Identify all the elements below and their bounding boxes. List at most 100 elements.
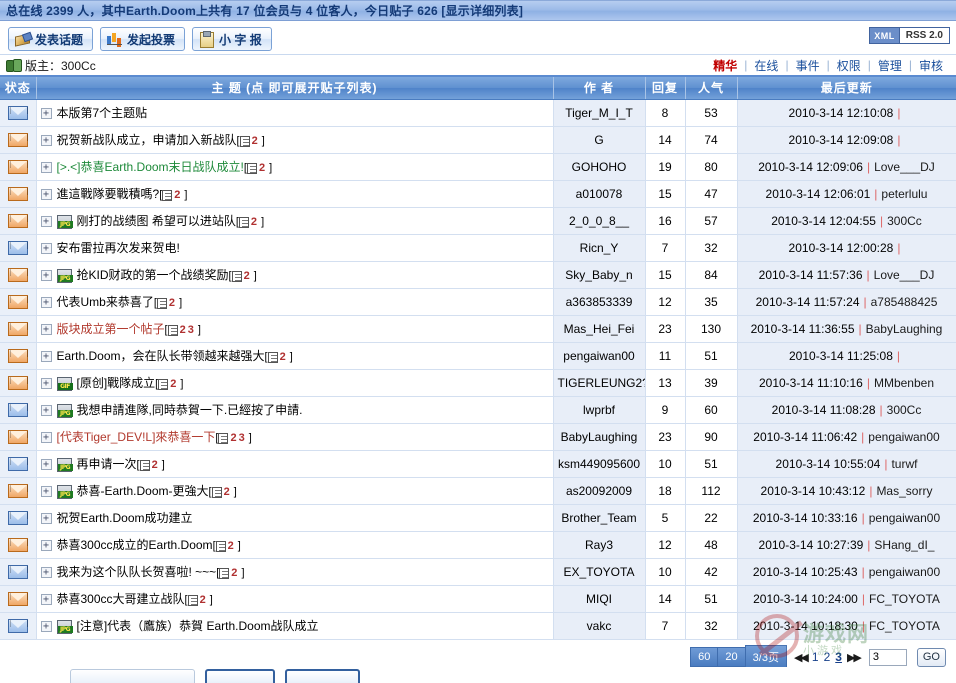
- nav-link-permissions[interactable]: 权限: [836, 58, 861, 73]
- last-update-user[interactable]: FC_TOYOTA: [868, 618, 940, 633]
- thread-author-cell[interactable]: pengaiwan00: [553, 342, 646, 370]
- expand-plus-icon[interactable]: +: [40, 540, 52, 552]
- expand-plus-icon[interactable]: +: [40, 162, 52, 174]
- expand-plus-icon[interactable]: +: [40, 189, 52, 201]
- post-topic-button[interactable]: 发表话题: [8, 27, 94, 51]
- go-button[interactable]: GO: [916, 647, 946, 667]
- thread-title-link[interactable]: 進這戰隊要戰積嗎?: [56, 187, 160, 201]
- thread-author-cell[interactable]: Brother_Team: [553, 504, 646, 532]
- thread-title-link[interactable]: 本版第7个主题贴: [56, 106, 148, 120]
- expand-plus-icon[interactable]: +: [40, 486, 52, 498]
- thread-page-2[interactable]: 2: [251, 135, 258, 147]
- last-update-user[interactable]: SHang_dI_: [874, 537, 935, 552]
- expand-plus-icon[interactable]: +: [40, 594, 52, 606]
- thread-title-link[interactable]: 恭喜300cc大哥建立战队: [56, 592, 185, 606]
- table-row[interactable]: + JPG 刚打的战绩图 希望可以进站队[2 ] 2_0_0_8__ 16 57 2010-…: [0, 207, 956, 235]
- thread-title-link[interactable]: 代表Umb来恭喜了: [56, 295, 154, 309]
- thread-title-link[interactable]: [代表Tiger_DEV!L]來恭喜一下: [56, 430, 216, 444]
- table-row[interactable]: + 進這戰隊要戰積嗎?[2 ] a010078 15 47 2010-3-14 12:06…: [0, 180, 956, 208]
- thread-page-2[interactable]: 2: [168, 297, 176, 309]
- expand-plus-icon[interactable]: +: [40, 378, 52, 390]
- page-link-3[interactable]: 3: [835, 650, 842, 664]
- page-size-20[interactable]: 20: [717, 647, 745, 667]
- last-update-user[interactable]: MMbenben: [873, 375, 935, 390]
- table-row[interactable]: + 版块成立第一个帖子[2 3 ] Mas_Hei_Fei 23 130 2010-3-14…: [0, 315, 956, 343]
- thread-title-link[interactable]: 我来为这个队队长贺喜啦! ~~~: [56, 565, 217, 579]
- expand-plus-icon[interactable]: +: [40, 459, 52, 471]
- thread-page-2[interactable]: 2: [227, 540, 234, 552]
- thread-author-cell[interactable]: ksm449095600: [553, 450, 646, 478]
- last-page-icon[interactable]: ▶▶: [846, 651, 862, 664]
- last-update-user[interactable]: peterlulu: [881, 186, 928, 201]
- thread-title-link[interactable]: 恭喜-Earth.Doom-更強大: [76, 484, 209, 498]
- thread-author-cell[interactable]: Sky_Baby_n: [553, 261, 646, 289]
- table-row[interactable]: + 代表Umb来恭喜了[2 ] a363853339 12 35 2010-3-14 11…: [0, 288, 956, 316]
- last-update-user[interactable]: Love___DJ: [874, 159, 935, 174]
- expand-plus-icon[interactable]: +: [40, 432, 52, 444]
- thread-page-2[interactable]: 2: [231, 567, 238, 579]
- thread-title-link[interactable]: 安布雷拉再次发来贺电!: [56, 241, 180, 255]
- expand-plus-icon[interactable]: +: [40, 351, 52, 363]
- thread-author-cell[interactable]: TIGERLEUNG2?: [553, 369, 646, 397]
- thread-author-cell[interactable]: lwprbf: [553, 396, 646, 424]
- thread-title-link[interactable]: 祝贺新战队成立，申请加入新战队: [56, 133, 237, 147]
- thread-author-cell[interactable]: G: [553, 126, 646, 154]
- expand-plus-icon[interactable]: +: [40, 270, 52, 282]
- bottom-select-box[interactable]: [70, 669, 195, 683]
- thread-author-cell[interactable]: GOHOHO: [553, 153, 646, 181]
- thread-page-2[interactable]: 2: [170, 378, 177, 390]
- page-link-2[interactable]: 2: [823, 650, 831, 664]
- page-link-1[interactable]: 1: [811, 650, 819, 664]
- expand-plus-icon[interactable]: +: [40, 135, 52, 147]
- thread-title-link[interactable]: [>.<]恭喜Earth.Doom末日战队成立!: [56, 160, 244, 174]
- page-size-60[interactable]: 60: [690, 647, 718, 667]
- thread-page-3[interactable]: 3: [187, 324, 194, 336]
- nav-link-manage[interactable]: 管理: [877, 58, 902, 73]
- thread-page-2[interactable]: 2: [199, 594, 206, 606]
- thread-title-link[interactable]: 再申请一次: [76, 457, 137, 471]
- last-update-user[interactable]: Love___DJ: [873, 267, 935, 282]
- table-row[interactable]: + JPG [注意]代表（鷹族）恭賀 Earth.Doom战队成立 vakc 7 32 20…: [0, 612, 956, 640]
- last-update-user[interactable]: a785488425: [870, 294, 938, 309]
- last-update-user[interactable]: BabyLaughing: [865, 321, 943, 336]
- thread-author-cell[interactable]: Tiger_M_I_T: [553, 99, 646, 127]
- start-poll-button[interactable]: 发起投票: [100, 27, 186, 51]
- thread-page-2[interactable]: 2: [258, 162, 266, 174]
- last-update-user[interactable]: pengaiwan00: [868, 510, 941, 525]
- expand-plus-icon[interactable]: +: [40, 621, 52, 633]
- table-row[interactable]: + 祝贺Earth.Doom成功建立 Brother_Team 5 22 2010-3-1…: [0, 504, 956, 532]
- thread-title-link[interactable]: 我想申請進隊,同時恭賀一下.已經按了申請.: [76, 403, 303, 417]
- xml-badge[interactable]: XML: [869, 27, 900, 44]
- bulletin-button[interactable]: 小 字 报: [192, 27, 272, 51]
- nav-link-audit[interactable]: 审核: [918, 58, 943, 73]
- table-row[interactable]: + [代表Tiger_DEV!L]來恭喜一下[2 3 ] BabyLaughing 23…: [0, 423, 956, 451]
- bottom-button-left[interactable]: [205, 669, 275, 683]
- table-row[interactable]: + JPG 恭喜-Earth.Doom-更強大[2 ] as20092009 18 112…: [0, 477, 956, 505]
- rss-feed-group[interactable]: XML RSS 2.0: [869, 27, 950, 44]
- thread-page-2[interactable]: 2: [230, 432, 237, 444]
- expand-plus-icon[interactable]: +: [40, 216, 52, 228]
- last-update-user[interactable]: turwf: [891, 456, 918, 471]
- first-page-icon[interactable]: ◀◀: [793, 651, 809, 664]
- table-row[interactable]: + 安布雷拉再次发来贺电! Ricn_Y 7 32 2010-3-14 12:00:28 |: [0, 234, 956, 262]
- last-update-user[interactable]: pengaiwan00: [868, 564, 941, 579]
- expand-plus-icon[interactable]: +: [40, 243, 52, 255]
- thread-author-cell[interactable]: as20092009: [553, 477, 646, 505]
- thread-title-link[interactable]: 抢KID财政的第一个战绩奖励: [76, 268, 229, 282]
- thread-page-2[interactable]: 2: [223, 486, 230, 498]
- expand-plus-icon[interactable]: +: [40, 567, 52, 579]
- thread-page-2[interactable]: 2: [250, 216, 258, 228]
- table-row[interactable]: + 恭喜300cc成立的Earth.Doom[2 ] Ray3 12 48 2010-3-…: [0, 531, 956, 559]
- thread-page-2[interactable]: 2: [243, 270, 250, 282]
- page-jump-input[interactable]: [868, 648, 907, 666]
- table-row[interactable]: + JPG 抢KID财政的第一个战绩奖励[2 ] Sky_Baby_n 15 84 2010…: [0, 261, 956, 289]
- header-last-update[interactable]: 最后更新: [737, 77, 956, 100]
- table-row[interactable]: + JPG 再申请一次[2 ] ksm449095600 10 51 2010-3-14 1…: [0, 450, 956, 478]
- thread-author-cell[interactable]: vakc: [553, 612, 646, 640]
- table-row[interactable]: + Earth.Doom，会在队长带领越来越强大[2 ] pengaiwan00 11…: [0, 342, 956, 370]
- thread-author-cell[interactable]: MIQI: [553, 585, 646, 613]
- thread-author-cell[interactable]: Ray3: [553, 531, 646, 559]
- thread-title-link[interactable]: 祝贺Earth.Doom成功建立: [56, 511, 193, 525]
- thread-title-link[interactable]: [原创]戰隊成立: [76, 376, 156, 390]
- expand-plus-icon[interactable]: +: [40, 405, 52, 417]
